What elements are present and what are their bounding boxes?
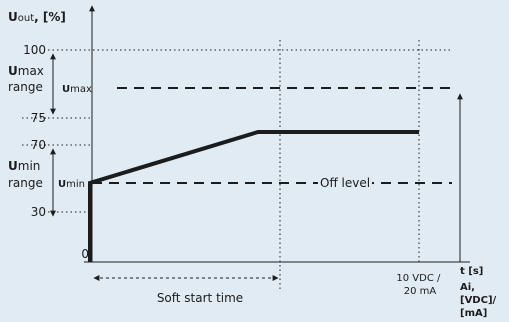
x-axis-end-label-line-1: 10 VDC / (396, 273, 441, 284)
y-axis-title-symbol: U (8, 10, 18, 24)
y-axis-title-unit: , [%] (34, 10, 66, 24)
soft-start-label: Soft start time (157, 291, 243, 305)
ai-axis-label-line-1: Ai, (460, 282, 475, 293)
y-axis-title: Uout, [%] (8, 10, 66, 24)
ai-axis-label-line-2: [VDC]/ (460, 295, 497, 306)
umin-range-sub: min (18, 159, 41, 173)
y-tick-100: 100 (23, 43, 46, 57)
umax-range-sub: max (18, 64, 44, 78)
umin-range-word: range (8, 176, 43, 190)
umin-range-sym: U (8, 159, 18, 173)
umax-level-label: Umax (62, 84, 92, 95)
ai-axis-label: Ai, [VDC]/ [mA] (460, 282, 500, 319)
y-tick-0: 0 (81, 247, 89, 261)
y-tick-70: 70 (31, 138, 46, 152)
y-tick-75: 75 (31, 111, 46, 125)
umax-range-word: range (8, 80, 43, 94)
umin-level-sym: U (58, 179, 66, 190)
y-tick-30: 30 (31, 205, 46, 219)
output-curve (88, 130, 419, 262)
umax-range-label: Umax (8, 64, 44, 78)
umin-level-sub: min (66, 179, 85, 190)
umax-level-sym: U (62, 84, 70, 95)
ai-axis-label-line-3: [mA] (460, 308, 487, 319)
umax-range-sym: U (8, 64, 18, 78)
umin-range-label: Umin (8, 159, 40, 173)
reference-gridlines (22, 40, 452, 290)
y-axis-title-sub: out (18, 13, 34, 24)
umax-level-sub: max (70, 84, 92, 95)
t-axis-label: t [s] (460, 266, 483, 277)
x-axis-end-label-line-2: 20 mA (404, 286, 437, 297)
umin-level-label: Umin (58, 179, 85, 190)
off-level-label: Off level (320, 176, 370, 190)
off-level-label-bg (318, 175, 372, 190)
x-axis-end-label: 10 VDC / 20 mA (396, 273, 443, 297)
